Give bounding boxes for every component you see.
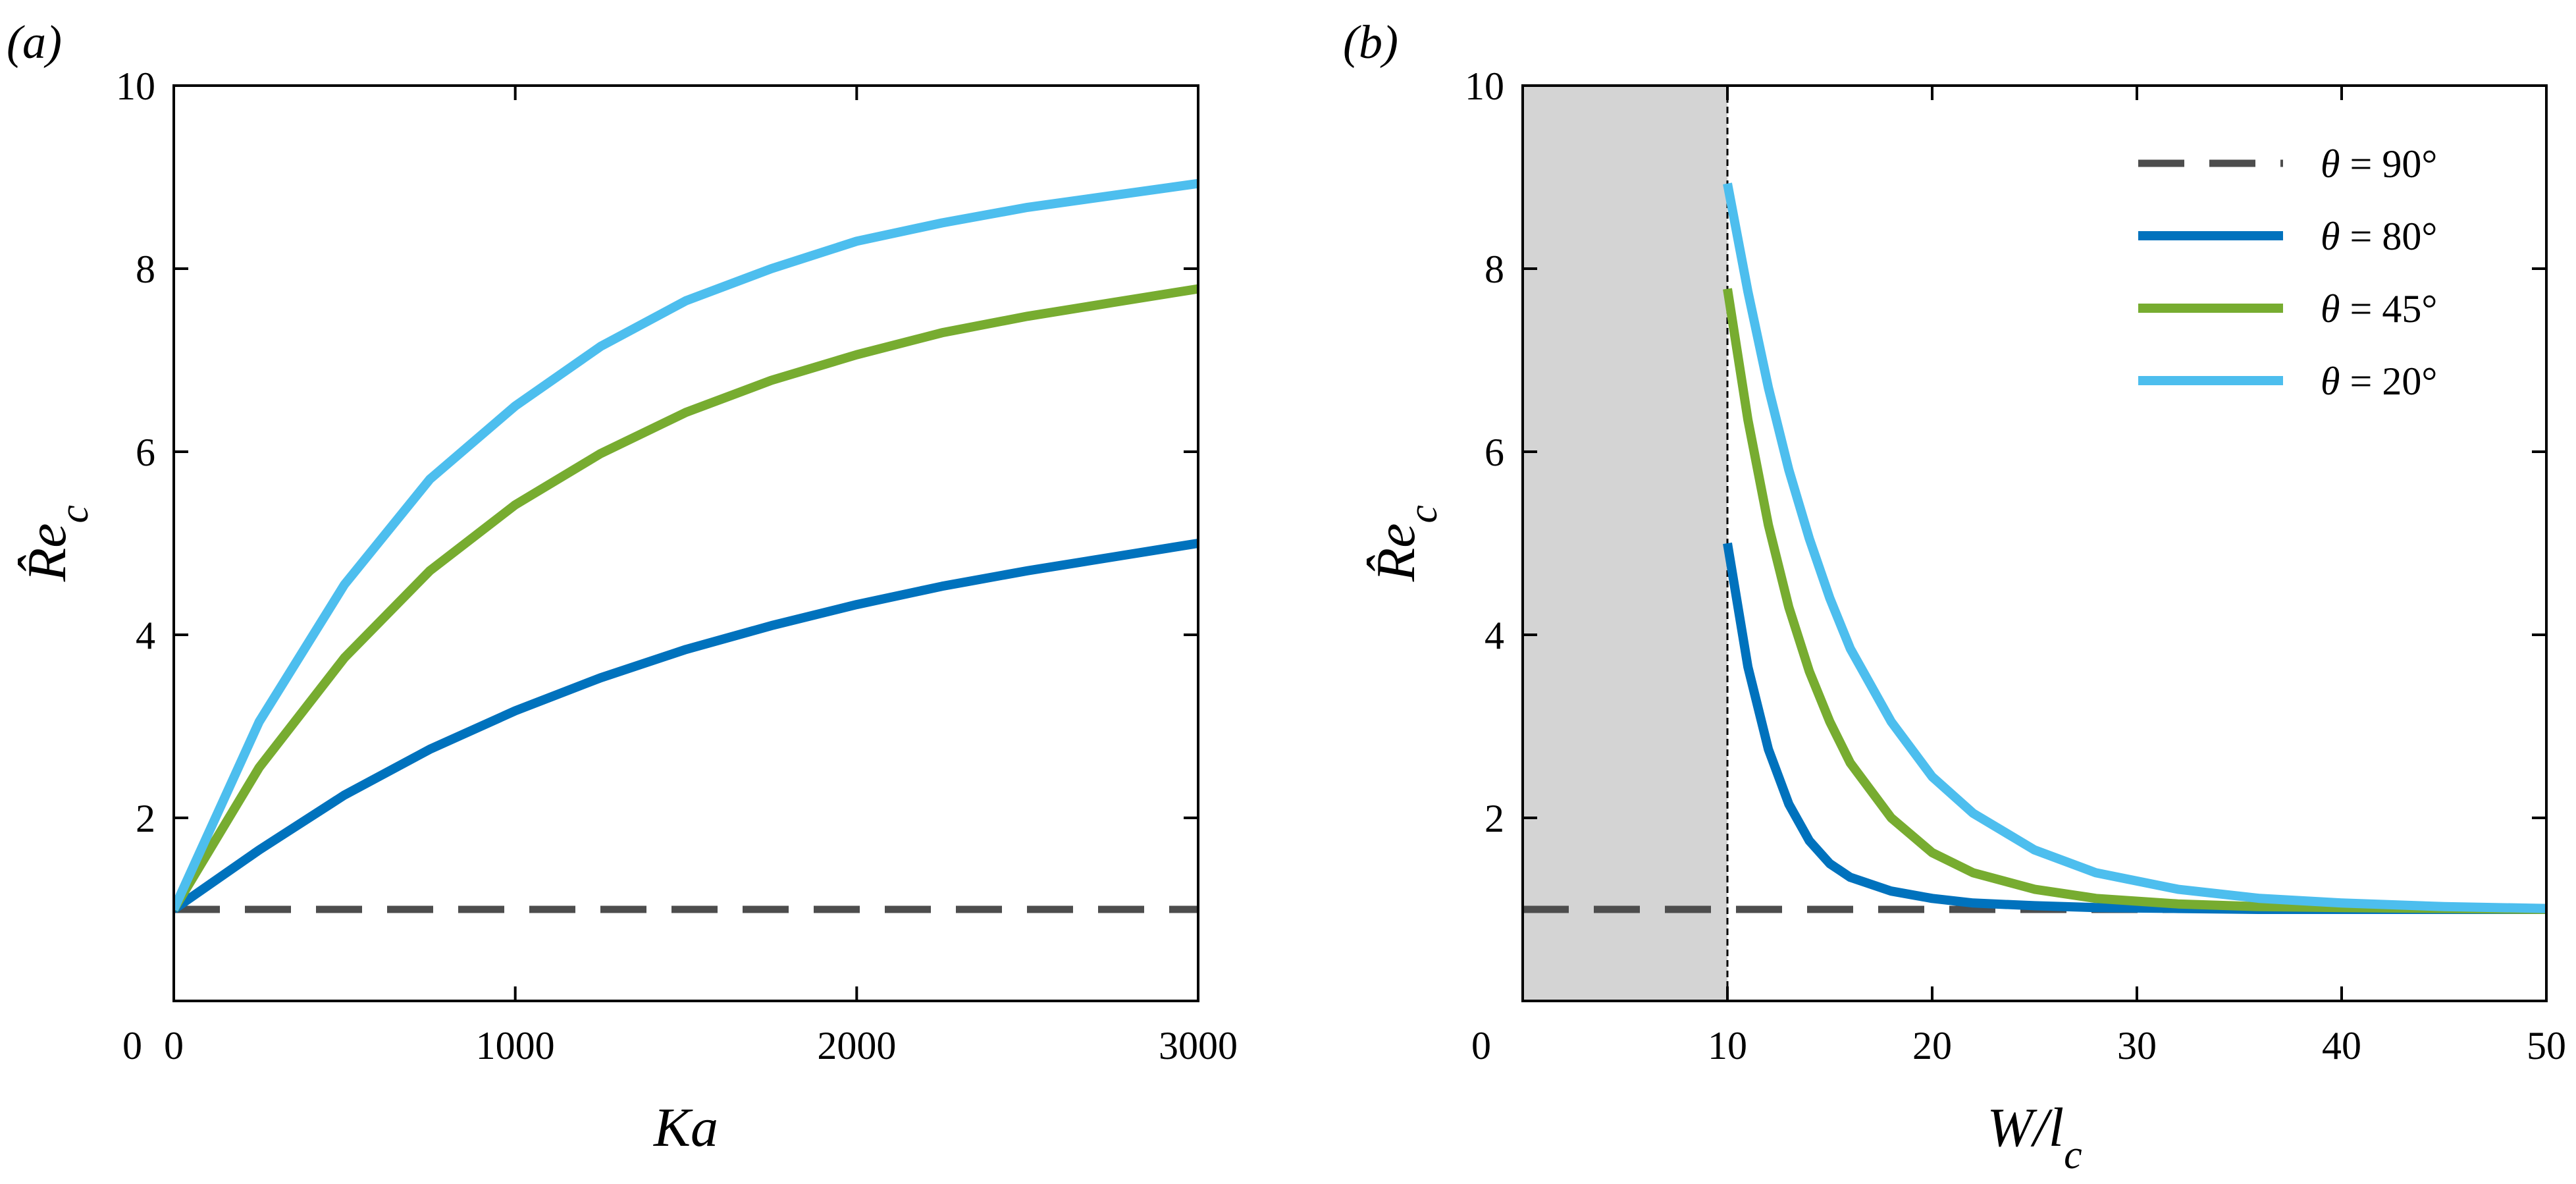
- y-axis-label: R̂ec: [1365, 505, 1446, 582]
- x-tick-label: 40: [2322, 1024, 2361, 1067]
- y-tick-label: 2: [136, 797, 155, 840]
- y-tick-label: 10: [1465, 65, 1504, 108]
- legend-entry-0: θ = 90°: [2321, 142, 2437, 186]
- y-tick-label: 6: [1485, 431, 1504, 474]
- series-line-1: [174, 539, 1198, 913]
- origin-tick-label: 0: [1471, 1024, 1491, 1067]
- plot-frame: [1521, 84, 2548, 1002]
- y-tick-label: 4: [136, 614, 155, 657]
- panel-label: (b): [1343, 16, 1398, 68]
- panel-a: 0 1000 2000 3000 2 4 6 8 10 0 (a) Ka R̂ec: [7, 16, 1238, 1158]
- x-tick-label: 0: [164, 1024, 184, 1067]
- x-tick-label: 3000: [1159, 1024, 1238, 1067]
- panel-b: 10 20 30 40 50 2 4 6 8 10 0 (b) W/lc R̂ec θ = 90° θ = 8…: [1343, 16, 2566, 1177]
- y-tick-label: 8: [1485, 248, 1504, 291]
- series-line-1: [1723, 542, 2546, 914]
- panel-label: (a): [7, 16, 62, 68]
- y-tick-label: 6: [136, 431, 155, 474]
- legend-entry-3: θ = 20°: [2321, 360, 2437, 403]
- shaded-region: [1523, 86, 1727, 1001]
- y-tick-label: 10: [116, 65, 155, 108]
- x-axis-label: W/lc: [1987, 1097, 2082, 1177]
- x-tick-label: 1000: [476, 1024, 555, 1067]
- x-tick-label: 20: [1912, 1024, 1952, 1067]
- x-axis-label: Ka: [653, 1097, 718, 1158]
- legend-entry-2: θ = 45°: [2321, 287, 2437, 331]
- x-tick-label: 50: [2527, 1024, 2566, 1067]
- x-tick-label: 2000: [817, 1024, 896, 1067]
- origin-tick-label: 0: [122, 1024, 142, 1067]
- y-axis-label: R̂ec: [16, 505, 97, 582]
- series-group: [174, 178, 1198, 913]
- series-line-3: [174, 178, 1198, 911]
- legend: θ = 90° θ = 80° θ = 45° θ = 20°: [2138, 142, 2437, 403]
- series-line-3: [1723, 182, 2546, 913]
- y-tick-label: 2: [1485, 797, 1504, 840]
- series-line-2: [174, 284, 1198, 912]
- plot-frame: [172, 84, 1199, 1002]
- y-tick-label: 4: [1485, 614, 1504, 657]
- series-group: [1523, 182, 2546, 914]
- series-line-2: [1723, 288, 2546, 914]
- x-tick-label: 30: [2117, 1024, 2157, 1067]
- legend-entry-1: θ = 80°: [2321, 215, 2437, 258]
- y-tick-label: 8: [136, 248, 155, 291]
- x-tick-label: 10: [1708, 1024, 1747, 1067]
